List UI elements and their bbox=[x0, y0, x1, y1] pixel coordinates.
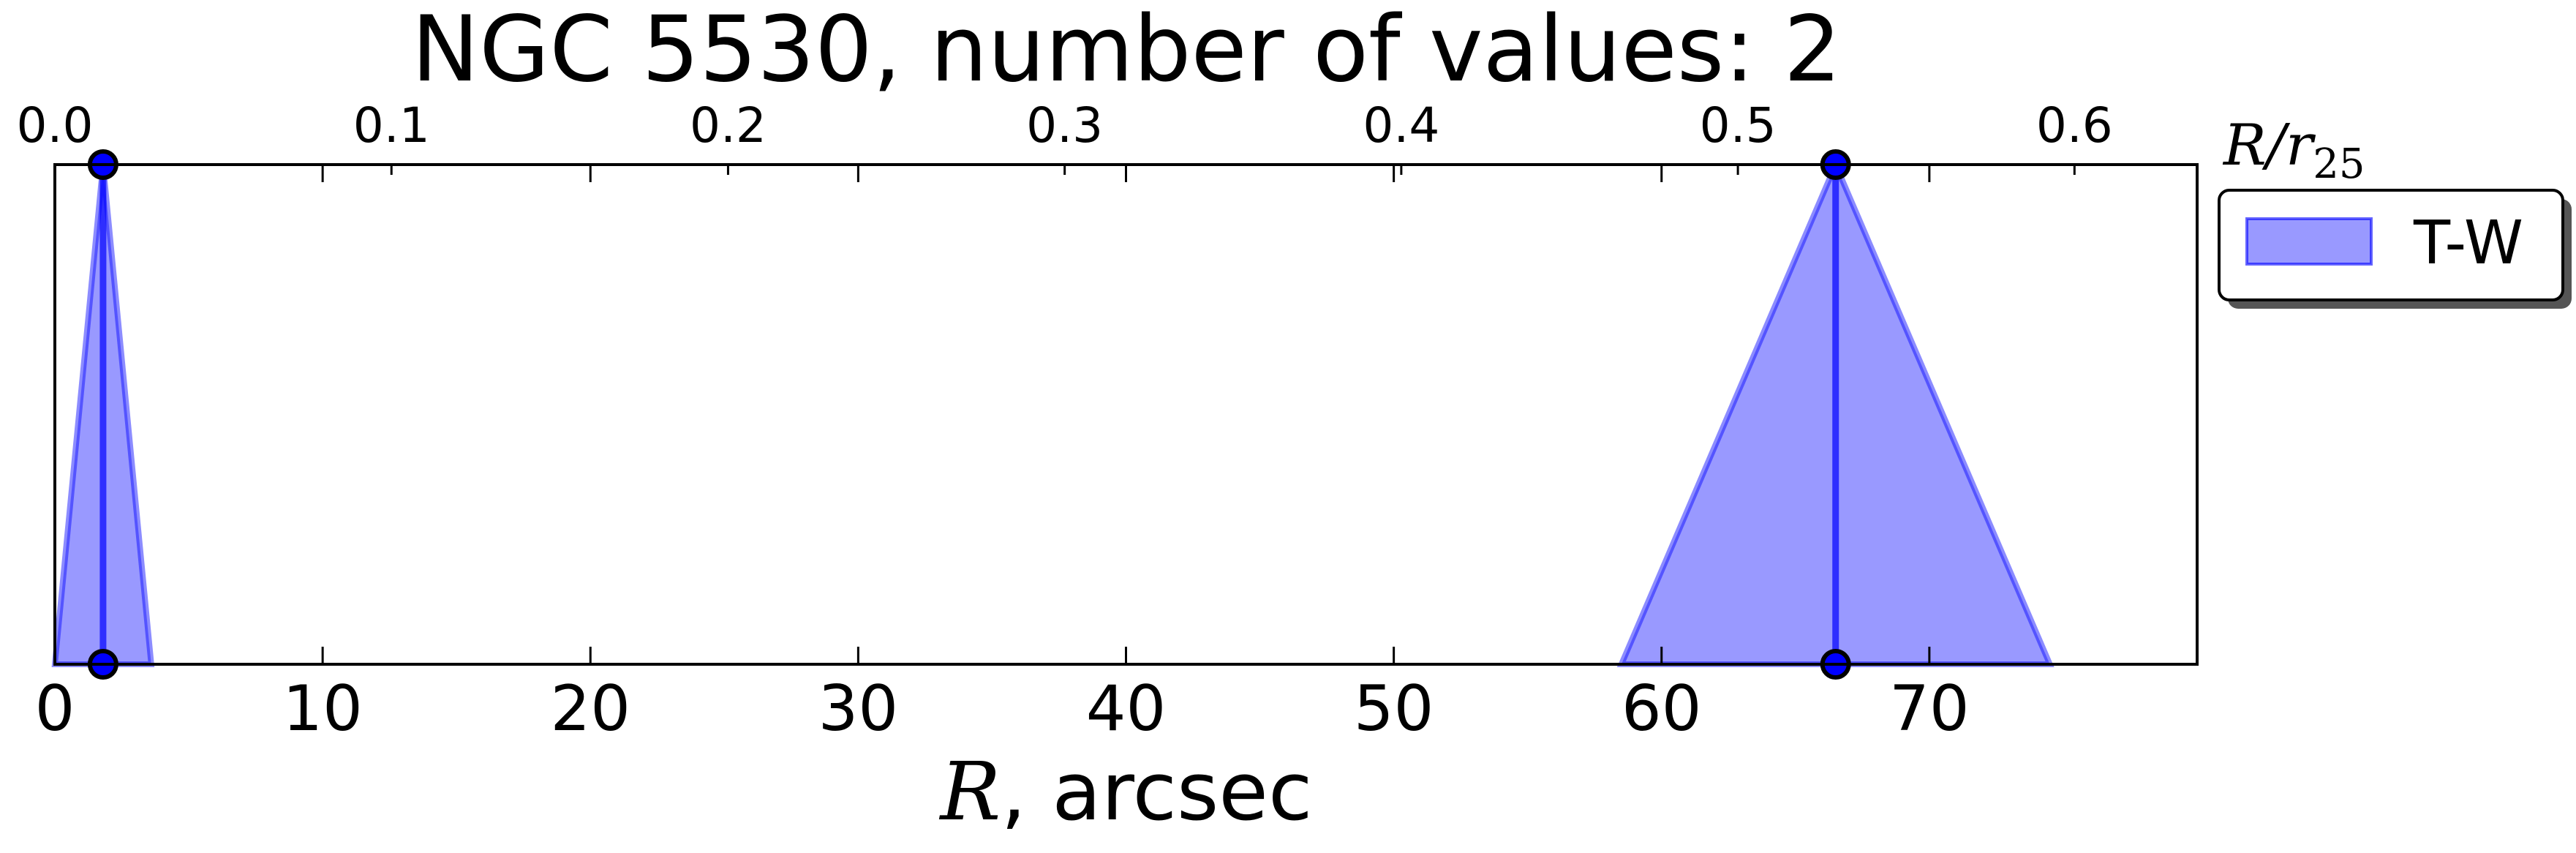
top-tick-label-4: 0.4 bbox=[1363, 97, 1439, 154]
top-tick-label-0: 0.0 bbox=[17, 97, 94, 154]
chart-title: NGC 5530, number of values: 2 bbox=[412, 0, 1842, 102]
x-axis-label: R, arcsec bbox=[939, 745, 1313, 838]
x-tick-label-10: 10 bbox=[282, 672, 362, 745]
top-tick-label-1: 0.1 bbox=[353, 97, 430, 154]
x-tick-label-20: 20 bbox=[551, 672, 630, 745]
top-axis-label-variable: R/r bbox=[2222, 113, 2316, 179]
x-tick-label-0: 0 bbox=[35, 672, 75, 745]
plot-data-layer bbox=[51, 149, 2055, 680]
top-axis-label: R/r25 bbox=[2222, 113, 2365, 188]
x-axis-bottom: 0 10 20 30 40 50 60 70 bbox=[35, 165, 1970, 745]
top-tick-label-3: 0.3 bbox=[1026, 97, 1103, 154]
legend-swatch bbox=[2245, 217, 2373, 266]
x-tick-label-30: 30 bbox=[818, 672, 898, 745]
top-axis-label-subscript: 25 bbox=[2313, 140, 2365, 188]
legend-label: T-W bbox=[2413, 208, 2523, 278]
top-tick-label-6: 0.6 bbox=[2036, 97, 2113, 154]
x-axis-label-unit: , arcsec bbox=[1001, 745, 1312, 838]
x-tick-label-50: 50 bbox=[1354, 672, 1434, 745]
legend: T-W bbox=[2218, 189, 2572, 309]
x-axis-label-variable: R bbox=[939, 745, 1001, 838]
top-tick-label-2: 0.2 bbox=[690, 97, 767, 154]
x-tick-label-70: 70 bbox=[1889, 672, 1969, 745]
x-axis-top: 0.0 0.1 0.2 0.3 0.4 0.5 0.6 bbox=[17, 97, 2113, 175]
top-tick-label-5: 0.5 bbox=[1700, 97, 1777, 154]
x-tick-label-60: 60 bbox=[1622, 672, 1701, 745]
x-tick-label-40: 40 bbox=[1086, 672, 1166, 745]
